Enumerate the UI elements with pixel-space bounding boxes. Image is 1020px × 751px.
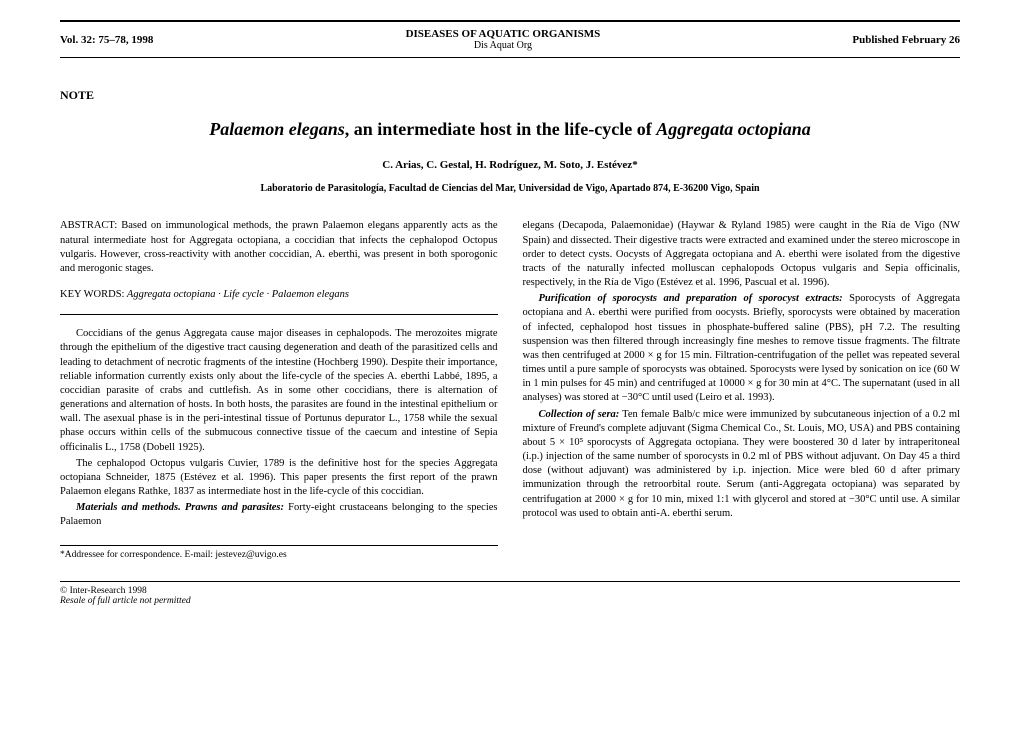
abstract: ABSTRACT: Based on immunological methods…	[60, 219, 498, 276]
collection-text: Ten female Balb/c mice were immunized by…	[523, 409, 961, 519]
abstract-text: Based on immunological methods, the praw…	[60, 220, 498, 274]
article-title: Palaemon elegans, an intermediate host i…	[60, 118, 960, 141]
copyright: © Inter-Research 1998	[60, 586, 960, 596]
purification-label: Purification of sporocysts and preparati…	[539, 293, 843, 304]
resale-notice: Resale of full article not permitted	[60, 596, 960, 606]
correspondence-note: *Addressee for correspondence. E-mail: j…	[60, 545, 498, 562]
publish-date: Published February 26	[852, 34, 960, 46]
collection-label: Collection of sera:	[539, 409, 620, 420]
volume-info: Vol. 32: 75–78, 1998	[60, 34, 153, 46]
content-columns: ABSTRACT: Based on immunological methods…	[60, 219, 960, 561]
footer: © Inter-Research 1998 Resale of full art…	[60, 581, 960, 606]
purification-section: Purification of sporocysts and preparati…	[523, 292, 961, 405]
right-column: elegans (Decapoda, Palaemonidae) (Haywar…	[523, 219, 961, 561]
journal-header: Vol. 32: 75–78, 1998 DISEASES OF AQUATIC…	[60, 20, 960, 58]
keywords-text: Aggregata octopiana · Life cycle · Palae…	[124, 289, 349, 300]
title-species-2: Aggregata octopiana	[656, 119, 811, 139]
body-paragraph-2: The cephalopod Octopus vulgaris Cuvier, …	[60, 457, 498, 500]
title-middle: , an intermediate host in the life-cycle…	[345, 119, 656, 139]
authors: C. Arias, C. Gestal, H. Rodríguez, M. So…	[60, 159, 960, 171]
abstract-label: ABSTRACT:	[60, 220, 117, 231]
journal-title: DISEASES OF AQUATIC ORGANISMS Dis Aquat …	[406, 28, 601, 51]
materials-label: Materials and methods.	[76, 502, 181, 513]
affiliation: Laboratorio de Parasitología, Facultad d…	[60, 183, 960, 194]
prawns-label: Prawns and parasites:	[185, 502, 284, 513]
materials-methods: Materials and methods. Prawns and parasi…	[60, 501, 498, 529]
body-paragraph-1: Coccidians of the genus Aggregata cause …	[60, 327, 498, 455]
journal-name: DISEASES OF AQUATIC ORGANISMS	[406, 28, 601, 40]
journal-abbrev: Dis Aquat Org	[406, 40, 601, 51]
collection-section: Collection of sera: Ten female Balb/c mi…	[523, 408, 961, 521]
keywords-label: KEY WORDS:	[60, 289, 124, 300]
right-paragraph-1: elegans (Decapoda, Palaemonidae) (Haywar…	[523, 219, 961, 290]
title-species-1: Palaemon elegans	[209, 119, 345, 139]
keywords: KEY WORDS: Aggregata octopiana · Life cy…	[60, 288, 498, 315]
purification-text: Sporocysts of Aggregata octopiana and A.…	[523, 293, 961, 403]
left-column: ABSTRACT: Based on immunological methods…	[60, 219, 498, 561]
section-label: NOTE	[60, 88, 960, 103]
